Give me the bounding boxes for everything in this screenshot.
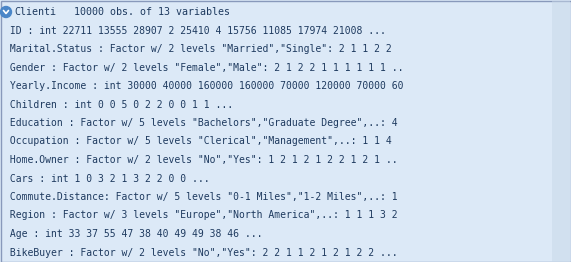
- Text: Children : int 0 0 5 0 2 2 0 0 1 1 ...: Children : int 0 0 5 0 2 2 0 0 1 1 ...: [4, 100, 233, 110]
- Text: Region : Factor w/ 3 levels "Europe","North America",..: 1 1 1 3 2: Region : Factor w/ 3 levels "Europe","No…: [4, 210, 397, 221]
- FancyBboxPatch shape: [552, 1, 570, 261]
- Text: Gender : Factor w/ 2 levels "Female","Male": 2 1 2 2 1 1 1 1 1 1 ..: Gender : Factor w/ 2 levels "Female","Ma…: [4, 63, 404, 73]
- Text: Home.Owner : Factor w/ 2 levels "No","Yes": 1 2 1 2 1 2 2 1 2 1 ..: Home.Owner : Factor w/ 2 levels "No","Ye…: [4, 155, 397, 165]
- Text: BikeBuyer : Factor w/ 2 levels "No","Yes": 2 2 1 1 2 1 2 1 2 2 ...: BikeBuyer : Factor w/ 2 levels "No","Yes…: [4, 248, 397, 258]
- Text: Marital.Status : Factor w/ 2 levels "Married","Single": 2 1 1 2 2: Marital.Status : Factor w/ 2 levels "Mar…: [4, 44, 397, 54]
- Circle shape: [1, 7, 11, 18]
- Text: Cars : int 1 0 3 2 1 3 2 2 0 0 ...: Cars : int 1 0 3 2 1 3 2 2 0 0 ...: [4, 173, 210, 183]
- Text: Age : int 33 37 55 47 38 40 49 49 38 46 ...: Age : int 33 37 55 47 38 40 49 49 38 46 …: [4, 229, 263, 239]
- Text: Commute.Distance: Factor w/ 5 levels "0-1 Miles","1-2 Miles",..: 1: Commute.Distance: Factor w/ 5 levels "0-…: [4, 192, 397, 202]
- Text: Education : Factor w/ 5 levels "Bachelors","Graduate Degree",..: 4: Education : Factor w/ 5 levels "Bachelor…: [4, 118, 397, 128]
- Text: Yearly.Income : int 30000 40000 160000 160000 70000 120000 70000 60: Yearly.Income : int 30000 40000 160000 1…: [4, 81, 404, 91]
- Text: Occupation : Factor w/ 5 levels "Clerical","Management",..: 1 1 4: Occupation : Factor w/ 5 levels "Clerica…: [4, 137, 392, 146]
- Text: ID : int 22711 13555 28907 2 25410 4 15756 11085 17974 21008 ...: ID : int 22711 13555 28907 2 25410 4 157…: [4, 25, 386, 35]
- Text: 10000 obs. of 13 variables: 10000 obs. of 13 variables: [14, 7, 230, 17]
- Text: Clienti: Clienti: [14, 7, 56, 17]
